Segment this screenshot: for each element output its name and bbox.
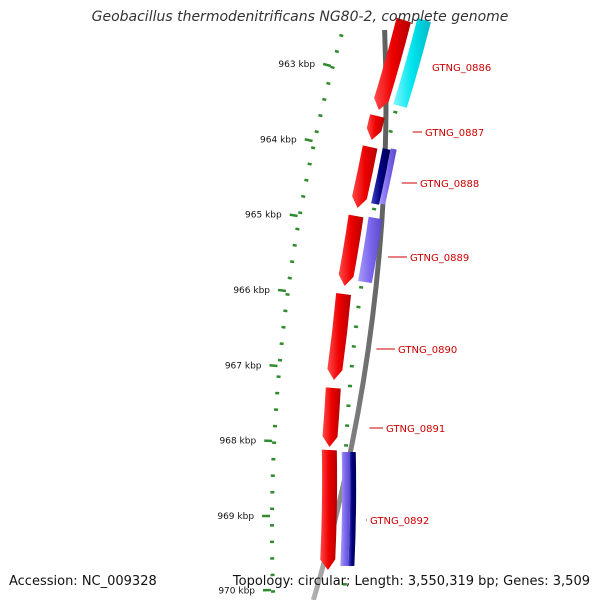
ruler-tick-label: 965 kbp [245, 211, 282, 221]
tick-dot [393, 112, 397, 113]
gene-GTNG_0890[interactable] [327, 293, 351, 380]
gene-arrow[interactable] [367, 114, 385, 140]
tick-dot [311, 147, 315, 148]
tick-dot [304, 180, 308, 181]
gene-GTNG_0887[interactable] [367, 114, 385, 140]
ruler-tick [305, 139, 313, 141]
ruler-tick [290, 215, 298, 216]
tick-dot [339, 35, 343, 36]
accession-text: Accession: NC_009328 [9, 574, 157, 589]
gene-arrow[interactable] [327, 293, 351, 380]
tick-dot [290, 261, 294, 262]
tick-dot [315, 131, 319, 132]
gene-label[interactable]: GTNG_0888 [420, 179, 479, 190]
tick-dot [293, 245, 297, 246]
tick-dot [308, 164, 312, 165]
tick-dot [301, 196, 305, 197]
tick-dot [286, 294, 290, 295]
tick-dot [356, 307, 360, 308]
tick-dot [372, 209, 376, 210]
tick-dot [295, 229, 299, 230]
ruler-tick [323, 64, 331, 66]
gene-label[interactable]: GTNG_0890 [398, 345, 457, 356]
tick-dot [326, 83, 330, 84]
class-block-purple[interactable] [340, 452, 350, 566]
tick-dot [322, 99, 326, 100]
gene-label[interactable]: GTNG_0889 [410, 253, 469, 264]
gene-arrow[interactable] [320, 450, 337, 570]
tick-dot [389, 131, 393, 132]
gene-label[interactable]: GTNG_0886 [432, 63, 491, 74]
gene-label[interactable]: GTNG_0892 [370, 516, 429, 527]
ruler-tick-label: 964 kbp [260, 135, 297, 145]
ruler: 963 kbp 964 kbp 965 kbp 966 kbp 967 kbp 968 k… [217, 60, 330, 596]
gene-arrow[interactable] [323, 387, 341, 447]
gene-GTNG_0888[interactable] [352, 145, 397, 208]
ruler-tick [278, 290, 286, 291]
tick-dot [298, 212, 302, 213]
ruler-tick-label: 967 kbp [225, 361, 262, 371]
gene-GTNG_0891[interactable] [323, 387, 341, 447]
tick-dot [288, 278, 292, 279]
topology-text: Topology: circular; Length: 3,550,319 bp… [233, 574, 590, 589]
gene-label[interactable]: GTNG_0887 [425, 128, 484, 139]
tick-dot [331, 67, 335, 68]
gene-label[interactable]: GTNG_0891 [386, 424, 445, 435]
ruler-tick-label: 966 kbp [233, 286, 270, 296]
ruler-tick-label: 963 kbp [278, 60, 315, 70]
ruler-tick-label: 969 kbp [217, 512, 254, 522]
tick-dot [359, 287, 363, 288]
tick-dot [335, 51, 339, 52]
ruler-tick-label: 968 kbp [220, 437, 257, 447]
tick-dot [318, 115, 322, 116]
ruler-tick [270, 365, 278, 366]
genome-title: Geobacillus thermodenitrificans NG80-2, … [0, 9, 600, 25]
